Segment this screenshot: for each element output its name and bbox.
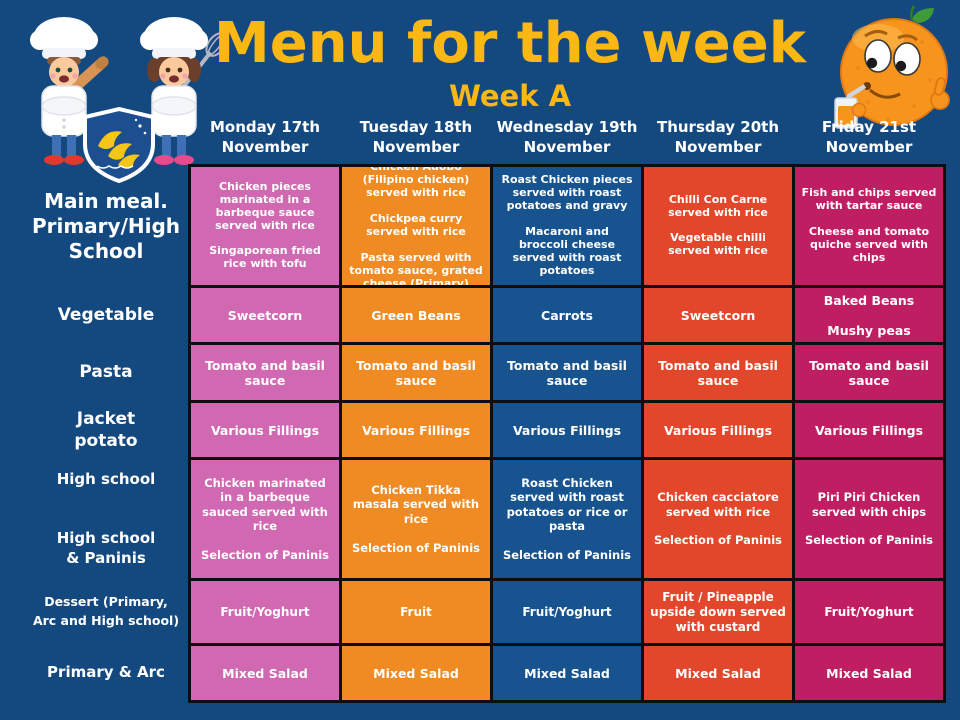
boy-chef (30, 17, 109, 165)
day-header-row: Monday 17th November Tuesday 18th Novemb… (188, 110, 946, 164)
row-label-pasta: Pasta (79, 362, 133, 383)
cell-main-meal-monday: Chicken pieces marinated in a barbeque s… (191, 167, 339, 285)
chef-kids-illustration (30, 17, 228, 184)
cell-high-school-tuesday: Chicken Tikka masala served with rice Se… (342, 460, 490, 578)
cell-main-meal-friday: Fish and chips served with tartar sauce … (795, 167, 943, 285)
menu-table: Chicken pieces marinated in a barbeque s… (188, 164, 946, 703)
cell-high-school-friday: Piri Piri Chicken served with chips Sele… (795, 460, 943, 578)
cell-primary-arc-friday: Mixed Salad (795, 646, 943, 700)
page-title: Menu for the week (214, 11, 806, 76)
cell-pasta-wednesday: Tomato and basil sauce (493, 345, 641, 400)
row-label-dessert: Dessert (Primary, Arc and High school) (32, 594, 180, 628)
day-header-wednesday: Wednesday 19th November (496, 117, 638, 156)
cell-jacket-tuesday: Various Fillings (342, 403, 490, 457)
cell-high-school-thursday: Chicken cacciatore served with rice Sele… (644, 460, 792, 578)
cell-vegetable-tuesday: Green Beans (342, 288, 490, 342)
cell-dessert-tuesday: Fruit (342, 581, 490, 643)
cell-dessert-thursday: Fruit / Pineapple upside down served wit… (644, 581, 792, 643)
cell-vegetable-thursday: Sweetcorn (644, 288, 792, 342)
cell-jacket-wednesday: Various Fillings (493, 403, 641, 457)
row-label-column: Main meal. Primary/High School Vegetable… (0, 164, 188, 703)
row-label-high-school: High school High school & Paninis (56, 469, 156, 567)
cell-dessert-monday: Fruit/Yoghurt (191, 581, 339, 643)
row-label-jacket-potato: Jacket potato (74, 408, 138, 451)
week-label: Week A (448, 79, 572, 113)
cell-main-meal-thursday: Chilli Con Carne served with rice Vegeta… (644, 167, 792, 285)
girl-chef (140, 17, 228, 165)
day-header-friday: Friday 21st November (821, 117, 917, 156)
cell-primary-arc-wednesday: Mixed Salad (493, 646, 641, 700)
leaf-icon (910, 5, 934, 23)
cell-jacket-monday: Various Fillings (191, 403, 339, 457)
cell-primary-arc-tuesday: Mixed Salad (342, 646, 490, 700)
day-header-tuesday: Tuesday 18th November (359, 117, 473, 156)
cell-pasta-friday: Tomato and basil sauce (795, 345, 943, 400)
row-label-main-meal: Main meal. Primary/High School (31, 188, 181, 263)
orange-mascot-illustration (834, 5, 950, 129)
cell-dessert-friday: Fruit/Yoghurt (795, 581, 943, 643)
cell-vegetable-monday: Sweetcorn (191, 288, 339, 342)
cell-dessert-wednesday: Fruit/Yoghurt (493, 581, 641, 643)
cell-main-meal-tuesday: Chicken Adobo (Filipino chicken) served … (342, 167, 490, 285)
cell-pasta-thursday: Tomato and basil sauce (644, 345, 792, 400)
cell-vegetable-friday: Baked Beans Mushy peas (795, 288, 943, 342)
cell-jacket-friday: Various Fillings (795, 403, 943, 457)
cell-pasta-tuesday: Tomato and basil sauce (342, 345, 490, 400)
day-header-monday: Monday 17th November (209, 117, 321, 156)
cell-primary-arc-monday: Mixed Salad (191, 646, 339, 700)
cell-vegetable-wednesday: Carrots (493, 288, 641, 342)
cell-pasta-monday: Tomato and basil sauce (191, 345, 339, 400)
cell-jacket-thursday: Various Fillings (644, 403, 792, 457)
cell-high-school-monday: Chicken marinated in a barbeque sauced s… (191, 460, 339, 578)
day-header-thursday: Thursday 20th November (656, 117, 780, 156)
cell-high-school-wednesday: Roast Chicken served with roast potatoes… (493, 460, 641, 578)
row-label-vegetable: Vegetable (57, 304, 155, 325)
cell-main-meal-wednesday: Roast Chicken pieces served with roast p… (493, 167, 641, 285)
thumbs-up-icon (930, 77, 950, 110)
school-crest-icon (83, 106, 155, 184)
row-label-primary-arc: Primary & Arc (47, 663, 165, 682)
cell-primary-arc-thursday: Mixed Salad (644, 646, 792, 700)
